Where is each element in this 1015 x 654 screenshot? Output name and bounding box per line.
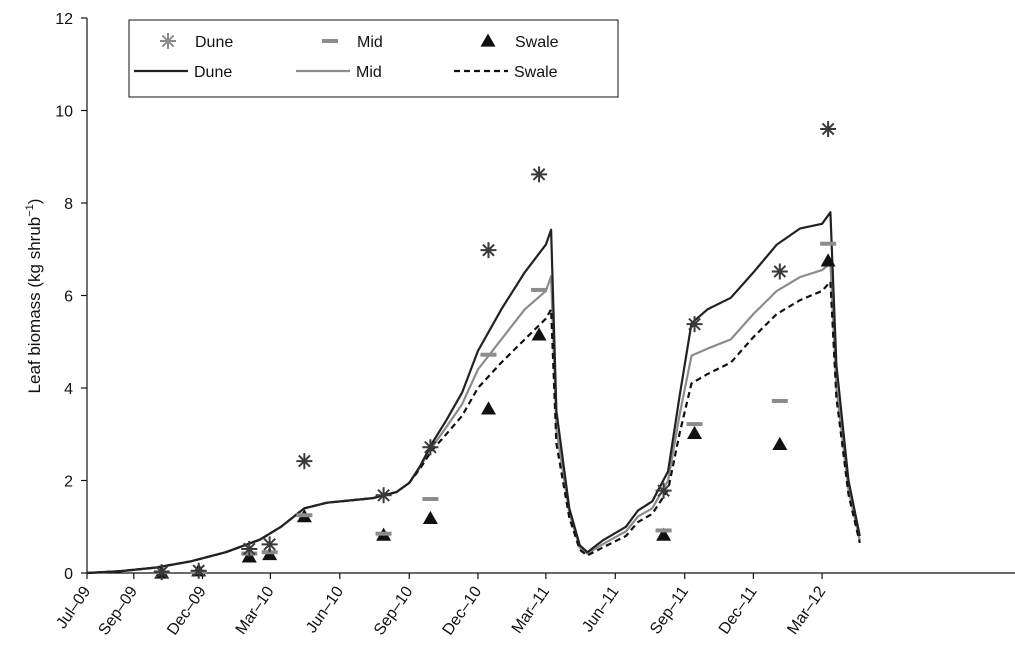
observed-point-dune (771, 263, 788, 280)
model-line-dune (87, 211, 861, 575)
legend: Dune Mid Swale Dune Mid Swale (128, 19, 619, 98)
x-axis-ticks: Jul–09 Sep–09 Dec–09 Mar–10 Jun–10 Sep–10 Dec–… (53, 573, 829, 638)
legend-box (128, 19, 619, 98)
observed-point-dune (655, 482, 672, 499)
legend-label: Dune (194, 64, 232, 81)
legend-label: Mid (357, 34, 383, 51)
observed-point-mid (480, 352, 497, 357)
modeled-series-lines (87, 211, 861, 575)
observed-point-dune (480, 242, 497, 259)
y-tick-label: 8 (64, 196, 73, 213)
observed-point-dune (190, 562, 207, 579)
observed-point-swale (656, 527, 672, 541)
observed-point-dune (422, 439, 439, 456)
x-tick-label: Dec–11 (716, 583, 761, 637)
legend-marker-swale (480, 33, 496, 47)
y-axis-ticks: 0 2 4 6 8 10 12 (55, 11, 87, 583)
observed-point-mid (820, 241, 837, 246)
x-tick-label: Mar–10 (233, 583, 278, 637)
y-tick-label: 10 (55, 104, 73, 121)
observed-point-mid (422, 497, 439, 501)
observed-point-dune (296, 453, 313, 470)
legend-marker-dune (160, 33, 176, 49)
x-tick-label: Dec–09 (164, 583, 210, 638)
observed-point-dune (153, 564, 170, 581)
legend-label: Mid (356, 64, 382, 81)
y-tick-label: 2 (64, 474, 73, 491)
x-tick-label: Jun–11 (579, 583, 622, 635)
observed-point-swale (481, 401, 497, 415)
y-tick-label: 4 (64, 381, 73, 398)
observed-point-mid (531, 287, 548, 292)
x-tick-label: Sep–09 (95, 583, 141, 638)
observed-point-mid (375, 531, 392, 536)
observed-point-swale (820, 253, 836, 267)
x-tick-label: Jul–09 (53, 583, 94, 631)
y-tick-label: 6 (64, 289, 73, 306)
y-tick-label: 12 (55, 11, 73, 28)
observed-point-dune (241, 540, 258, 557)
observed-point-dune (261, 536, 278, 553)
y-tick-label: 0 (64, 566, 73, 583)
x-tick-label: Jun–10 (303, 583, 347, 636)
observed-point-mid (296, 513, 313, 518)
observed-point-dune (531, 166, 548, 183)
observed-point-swale (772, 436, 788, 451)
observed-point-mid (771, 398, 788, 403)
observed-point-dune (686, 316, 703, 333)
legend-marker-mid (322, 39, 338, 43)
x-tick-label: Mar–12 (784, 583, 829, 637)
model-line-mid (87, 262, 861, 575)
legend-label: Swale (515, 34, 559, 51)
legend-label: Swale (514, 64, 558, 81)
observed-point-swale (422, 510, 438, 525)
observed-point-swale (687, 425, 703, 439)
observed-point-mid (655, 528, 672, 533)
x-tick-label: Dec–10 (440, 583, 486, 638)
legend-label: Dune (195, 34, 233, 51)
x-tick-label: Sep–11 (647, 583, 692, 637)
observed-series-markers (153, 121, 837, 581)
y-axis-title: Leaf biomass (kg shrub−1) (24, 199, 44, 394)
observed-point-dune (375, 487, 392, 504)
observed-point-dune (820, 121, 837, 137)
x-tick-label: Mar–11 (509, 583, 553, 636)
observed-point-mid (686, 422, 703, 427)
observed-point-swale (531, 327, 547, 341)
x-tick-label: Sep–10 (371, 583, 417, 638)
